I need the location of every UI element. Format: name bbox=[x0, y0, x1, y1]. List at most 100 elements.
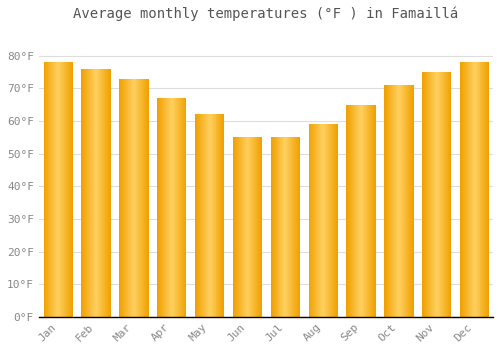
Bar bbox=[428, 72, 429, 317]
Bar bbox=[476, 62, 478, 317]
Bar bbox=[333, 124, 334, 317]
Bar bbox=[274, 137, 276, 317]
Bar bbox=[361, 105, 362, 317]
Bar bbox=[431, 72, 432, 317]
Bar bbox=[163, 98, 164, 317]
Bar bbox=[105, 69, 106, 317]
Bar bbox=[312, 124, 314, 317]
Bar bbox=[58, 62, 59, 317]
Bar bbox=[125, 78, 126, 317]
Bar bbox=[486, 62, 488, 317]
Bar bbox=[218, 114, 220, 317]
Bar bbox=[107, 69, 108, 317]
Bar bbox=[365, 105, 366, 317]
Bar bbox=[200, 114, 201, 317]
Bar bbox=[126, 78, 127, 317]
Bar bbox=[216, 114, 218, 317]
Bar bbox=[101, 69, 102, 317]
Bar bbox=[448, 72, 450, 317]
Bar bbox=[71, 62, 72, 317]
Bar bbox=[328, 124, 329, 317]
Bar bbox=[120, 78, 121, 317]
Bar bbox=[197, 114, 198, 317]
Bar bbox=[202, 114, 203, 317]
Bar bbox=[140, 78, 141, 317]
Bar bbox=[90, 69, 91, 317]
Bar bbox=[244, 137, 246, 317]
Bar bbox=[172, 98, 173, 317]
Bar bbox=[60, 62, 61, 317]
Bar bbox=[198, 114, 199, 317]
Bar bbox=[136, 78, 137, 317]
Bar bbox=[86, 69, 88, 317]
Bar bbox=[133, 78, 134, 317]
Bar bbox=[327, 124, 328, 317]
Bar bbox=[206, 114, 208, 317]
Bar bbox=[478, 62, 480, 317]
Bar bbox=[464, 62, 465, 317]
Bar bbox=[398, 85, 399, 317]
Bar bbox=[284, 137, 286, 317]
Bar bbox=[387, 85, 388, 317]
Bar bbox=[329, 124, 330, 317]
Bar bbox=[324, 124, 325, 317]
Bar bbox=[166, 98, 167, 317]
Bar bbox=[59, 62, 60, 317]
Bar bbox=[450, 72, 452, 317]
Bar bbox=[316, 124, 318, 317]
Bar bbox=[386, 85, 387, 317]
Bar bbox=[308, 124, 310, 317]
Bar bbox=[65, 62, 66, 317]
Bar bbox=[89, 69, 90, 317]
Bar bbox=[91, 69, 92, 317]
Bar bbox=[180, 98, 182, 317]
Bar bbox=[424, 72, 425, 317]
Bar bbox=[400, 85, 401, 317]
Bar bbox=[323, 124, 324, 317]
Bar bbox=[157, 98, 158, 317]
Bar bbox=[321, 124, 322, 317]
Bar bbox=[332, 124, 333, 317]
Bar bbox=[434, 72, 435, 317]
Bar bbox=[488, 62, 490, 317]
Bar bbox=[210, 114, 212, 317]
Bar bbox=[374, 105, 375, 317]
Title: Average monthly temperatures (°F ) in Famaillá: Average monthly temperatures (°F ) in Fa… bbox=[74, 7, 458, 21]
Bar bbox=[57, 62, 58, 317]
Bar bbox=[318, 124, 320, 317]
Bar bbox=[141, 78, 142, 317]
Bar bbox=[212, 114, 214, 317]
Bar bbox=[171, 98, 172, 317]
Bar bbox=[96, 69, 97, 317]
Bar bbox=[336, 124, 337, 317]
Bar bbox=[364, 105, 365, 317]
Bar bbox=[372, 105, 373, 317]
Bar bbox=[44, 62, 46, 317]
Bar bbox=[103, 69, 104, 317]
Bar bbox=[138, 78, 139, 317]
Bar bbox=[310, 124, 312, 317]
Bar bbox=[164, 98, 165, 317]
Bar bbox=[122, 78, 123, 317]
Bar bbox=[410, 85, 412, 317]
Bar bbox=[462, 62, 463, 317]
Bar bbox=[442, 72, 444, 317]
Bar bbox=[70, 62, 71, 317]
Bar bbox=[134, 78, 135, 317]
Bar bbox=[369, 105, 370, 317]
Bar bbox=[294, 137, 295, 317]
Bar bbox=[160, 98, 161, 317]
Bar bbox=[322, 124, 323, 317]
Bar bbox=[353, 105, 354, 317]
Bar bbox=[52, 62, 54, 317]
Bar bbox=[261, 137, 262, 317]
Bar bbox=[350, 105, 352, 317]
Bar bbox=[62, 62, 63, 317]
Bar bbox=[100, 69, 101, 317]
Bar bbox=[199, 114, 200, 317]
Bar bbox=[467, 62, 468, 317]
Bar bbox=[354, 105, 355, 317]
Bar bbox=[352, 105, 353, 317]
Bar bbox=[139, 78, 140, 317]
Bar bbox=[290, 137, 291, 317]
